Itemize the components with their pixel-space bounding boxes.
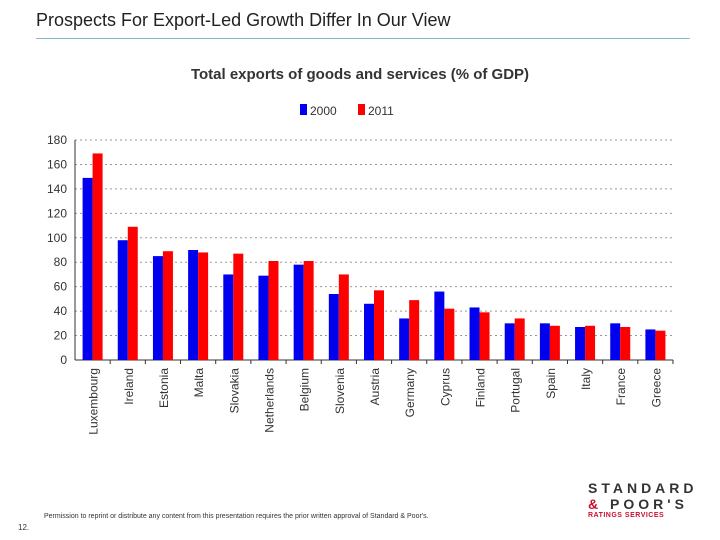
bar-2011-portugal — [514, 318, 525, 360]
x-tick-label: Austria — [368, 368, 382, 406]
bar-2011-slovakia — [233, 253, 244, 360]
x-tick-label: Italy — [579, 368, 593, 390]
y-tick-label: 60 — [54, 280, 68, 294]
bar-2011-austria — [374, 290, 384, 360]
page-number: 12. — [18, 523, 30, 532]
bar-2000-spain — [539, 323, 550, 360]
x-tick-label: Luxembourg — [87, 368, 101, 435]
y-tick-label: 40 — [54, 304, 68, 318]
bar-2011-germany — [409, 300, 420, 360]
bar-2000-slovakia — [223, 274, 234, 360]
bar-2000-italy — [575, 327, 586, 360]
title-divider — [36, 38, 690, 39]
legend-swatch-2011 — [358, 104, 365, 115]
y-tick-label: 180 — [47, 133, 67, 147]
bar-2000-greece — [645, 329, 656, 360]
x-tick-label: Cyprus — [438, 368, 452, 406]
bar-2011-estonia — [162, 251, 173, 360]
bar-2000-austria — [364, 303, 374, 360]
x-tick-label: Malta — [192, 368, 206, 398]
bar-2011-cyprus — [444, 308, 455, 360]
bar-2000-france — [610, 323, 621, 360]
x-tick-label: Ireland — [122, 368, 136, 405]
bar-2011-spain — [549, 325, 560, 360]
bar-2000-luxembourg — [82, 177, 93, 360]
bar-2011-ireland — [127, 226, 138, 360]
x-tick-label: Slovakia — [227, 368, 241, 414]
bar-2011-luxembourg — [92, 153, 103, 360]
bar-2000-slovenia — [328, 294, 339, 360]
bar-2011-malta — [198, 252, 209, 360]
bar-2000-ireland — [117, 240, 128, 360]
y-tick-label: 140 — [47, 182, 67, 196]
legend-label-2011: 2011 — [368, 104, 394, 118]
bar-2011-finland — [479, 312, 490, 360]
y-tick-label: 160 — [47, 157, 67, 171]
bar-2000-germany — [399, 318, 410, 360]
bar-2000-portugal — [504, 323, 515, 360]
footer-disclaimer: Permission to reprint or distribute any … — [44, 513, 429, 520]
y-tick-label: 0 — [60, 353, 67, 367]
bar-2011-belgium — [303, 261, 314, 360]
x-tick-label: Netherlands — [262, 368, 276, 433]
bar-2011-italy — [585, 325, 596, 360]
y-tick-label: 100 — [47, 231, 67, 245]
y-tick-label: 80 — [54, 255, 68, 269]
x-tick-label: Greece — [649, 368, 663, 408]
bar-2000-cyprus — [434, 291, 445, 360]
bar-2000-netherlands — [258, 275, 269, 360]
x-tick-label: Germany — [403, 368, 417, 417]
y-tick-label: 20 — [54, 329, 68, 343]
x-tick-label: Estonia — [157, 368, 171, 408]
chart-title: Total exports of goods and services (% o… — [191, 66, 529, 83]
y-tick-label: 120 — [47, 206, 67, 220]
sp-logo: STANDARD & POOR'S RATINGS SERVICES — [588, 480, 698, 519]
legend-swatch-2000 — [300, 104, 307, 115]
x-tick-label: Belgium — [298, 368, 312, 411]
bar-2011-france — [620, 327, 631, 360]
x-tick-label: Spain — [544, 368, 558, 399]
x-tick-label: Portugal — [509, 368, 523, 413]
bar-2011-greece — [655, 330, 666, 360]
slide-title: Prospects For Export-Led Growth Differ I… — [36, 10, 451, 30]
bar-2011-slovenia — [338, 274, 349, 360]
bar-2000-malta — [188, 250, 199, 360]
x-tick-label: Finland — [474, 368, 488, 407]
bar-2000-belgium — [293, 264, 304, 360]
bar-2000-estonia — [152, 256, 163, 360]
legend-label-2000: 2000 — [310, 104, 337, 118]
bar-2011-netherlands — [268, 261, 279, 360]
x-tick-label: Slovenia — [333, 368, 347, 414]
bar-2000-finland — [469, 307, 480, 360]
x-tick-label: France — [614, 368, 628, 406]
